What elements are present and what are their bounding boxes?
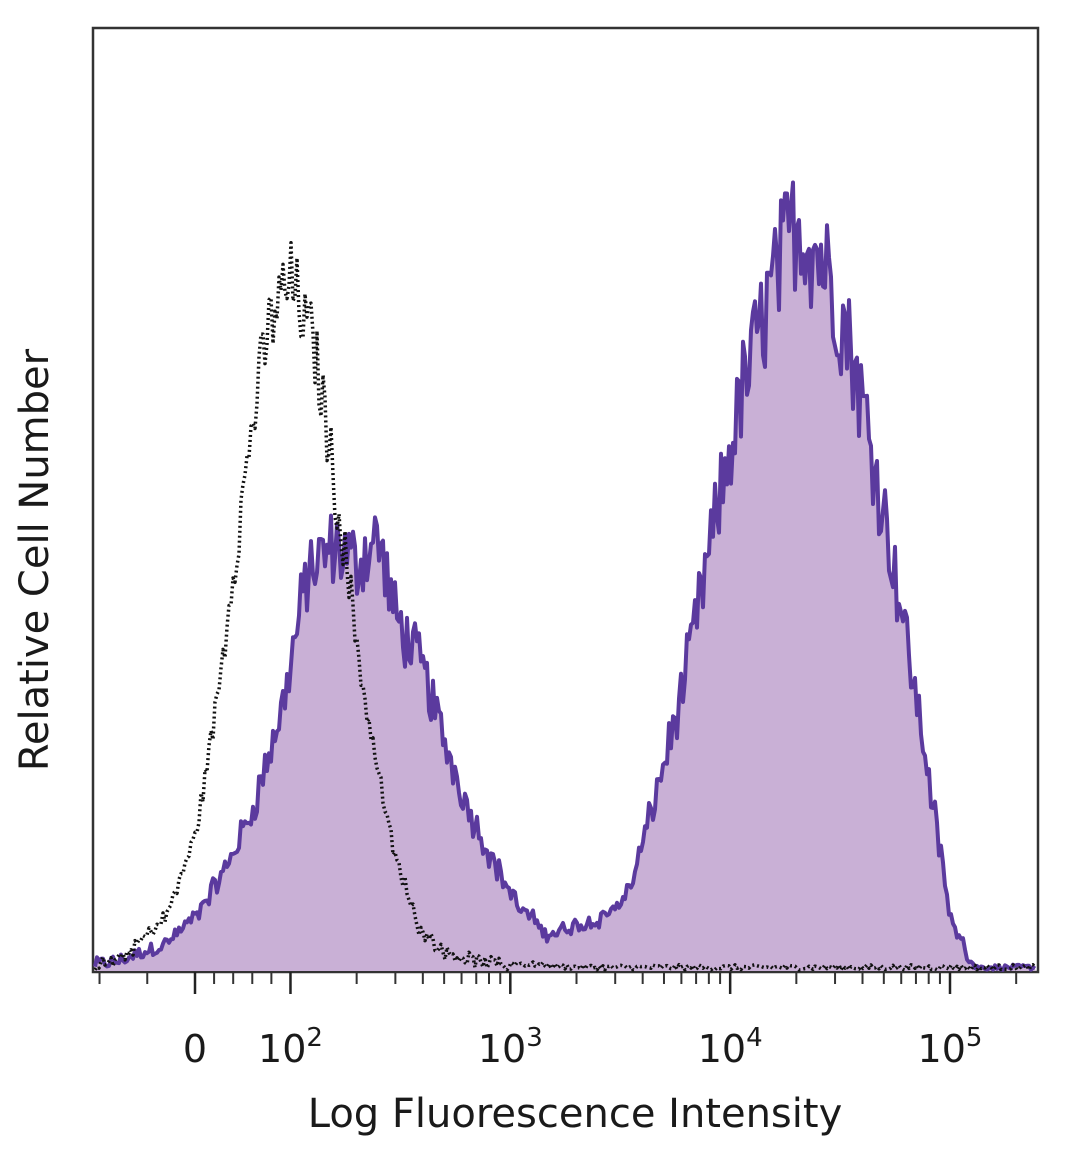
x-tick-label: 104 [698, 1023, 763, 1071]
control-histogram-line [93, 240, 1037, 972]
x-tick-label: 103 [478, 1023, 543, 1071]
y-axis-title: Relative Cell Number [12, 348, 58, 771]
x-axis-title: Log Fluorescence Intensity [308, 1091, 843, 1137]
histogram-series [93, 180, 1037, 972]
stained-histogram-line [93, 180, 1037, 972]
x-tick-label: 105 [918, 1023, 983, 1071]
x-axis [98, 972, 1018, 994]
stained-histogram-fill [95, 182, 1036, 971]
x-tick-label: 102 [258, 1023, 323, 1071]
x-tick-label: 0 [183, 1027, 207, 1071]
x-axis-tick-labels: 0 102 103 104 105 [183, 1023, 983, 1071]
